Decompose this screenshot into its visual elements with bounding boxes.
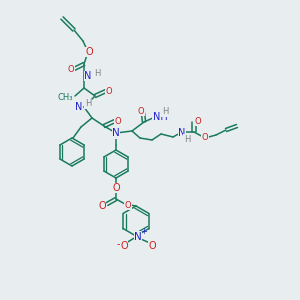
Text: H: H <box>162 107 168 116</box>
Text: O: O <box>202 134 208 142</box>
Text: O: O <box>112 183 120 193</box>
Text: O: O <box>120 241 128 251</box>
Text: H: H <box>184 134 190 143</box>
Text: CH₃: CH₃ <box>58 92 73 101</box>
Text: O: O <box>106 86 112 95</box>
Text: O: O <box>85 47 93 57</box>
Text: O: O <box>98 201 106 211</box>
Text: N: N <box>178 128 186 138</box>
Text: N: N <box>84 71 92 81</box>
Text: N: N <box>134 232 142 242</box>
Text: O: O <box>138 106 144 116</box>
Text: O: O <box>68 65 74 74</box>
Text: N: N <box>112 128 120 138</box>
Text: O: O <box>195 116 201 125</box>
Text: O: O <box>148 241 156 251</box>
Text: O: O <box>125 200 131 209</box>
Text: O: O <box>115 116 121 125</box>
Text: H: H <box>94 70 100 79</box>
Text: N: N <box>75 102 83 112</box>
Text: -: - <box>116 239 120 249</box>
Text: H: H <box>85 100 91 109</box>
Text: NH: NH <box>153 112 167 122</box>
Text: +: + <box>141 227 147 236</box>
